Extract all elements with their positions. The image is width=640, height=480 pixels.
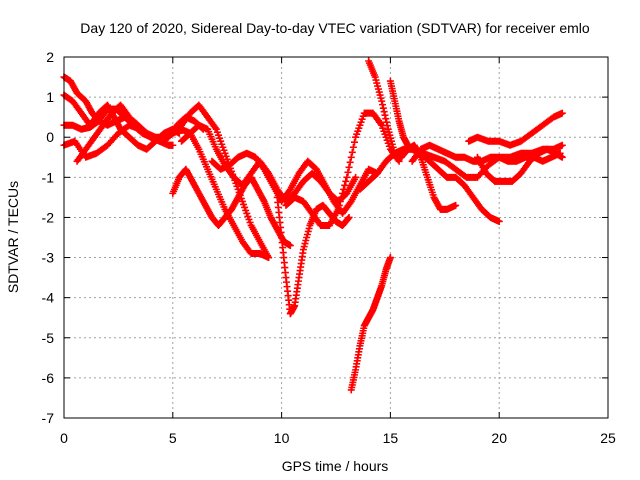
- data-point: [383, 118, 391, 126]
- y-tick-label: -5: [42, 330, 55, 346]
- series-arc-17: [408, 141, 564, 165]
- series-arc-8: [208, 149, 381, 217]
- data-point: [558, 109, 566, 117]
- data-point: [558, 153, 566, 161]
- data-point: [558, 141, 566, 149]
- data-point: [342, 177, 350, 185]
- data-point: [382, 115, 390, 123]
- data-point: [556, 149, 564, 157]
- series-arc-12: [365, 57, 460, 213]
- plot-frame: [63, 56, 609, 419]
- x-tick-label: 0: [60, 430, 68, 446]
- data-point: [344, 168, 352, 176]
- data-point: [380, 108, 388, 116]
- data-point: [352, 173, 360, 181]
- y-tick-label: -4: [42, 290, 55, 306]
- data-point: [265, 254, 273, 262]
- data-point: [339, 189, 347, 197]
- x-tick-label: 20: [491, 430, 507, 446]
- data-point: [379, 104, 387, 112]
- series-arc-5: [73, 101, 273, 262]
- data-point: [378, 97, 386, 105]
- data-point: [350, 138, 358, 146]
- data-point: [348, 148, 356, 156]
- y-axis-label: SDTVAR / TECUs: [5, 181, 21, 293]
- x-tick-label: 5: [169, 430, 177, 446]
- x-tick-label: 10: [274, 430, 290, 446]
- x-axis-label: GPS time / hours: [282, 458, 389, 474]
- y-tick-label: 1: [46, 89, 54, 105]
- y-tick-label: -6: [42, 370, 55, 386]
- y-tick-label: -7: [42, 410, 55, 426]
- data-point: [346, 158, 354, 166]
- data-point: [347, 153, 355, 161]
- data-point: [335, 201, 343, 209]
- data-point: [377, 120, 385, 128]
- data-point: [349, 143, 357, 151]
- data-point: [346, 199, 354, 207]
- data-point: [452, 201, 460, 209]
- series-arc-6: [169, 165, 294, 250]
- data-point: [169, 141, 177, 149]
- data-point: [259, 196, 267, 204]
- data-point: [381, 111, 389, 119]
- data-point: [286, 242, 294, 250]
- data-point: [259, 164, 267, 172]
- x-tick-label: 15: [383, 430, 399, 446]
- data-point: [285, 187, 293, 195]
- grid-layer: [64, 57, 608, 418]
- data-point: [386, 254, 394, 262]
- data-point: [336, 197, 344, 205]
- y-tick-label: -2: [42, 209, 55, 225]
- series-arc-10: [282, 109, 403, 229]
- data-point: [345, 213, 353, 221]
- series-arc-13: [386, 77, 503, 225]
- data-point: [211, 124, 219, 132]
- x-tick-label: 25: [600, 430, 616, 446]
- data-point: [337, 193, 345, 201]
- series-arc-11: [347, 254, 394, 394]
- data-layer: [60, 57, 566, 394]
- y-tick-label: -1: [42, 169, 55, 185]
- data-point: [340, 185, 348, 193]
- ticks-layer: 0 5 10 15 20 25 -7 -6 -5 -4 -3 -2 -1 0 1 2: [42, 49, 616, 446]
- data-point: [495, 217, 503, 225]
- chart-title: Day 120 of 2020, Sidereal Day-to-day VTE…: [80, 20, 590, 36]
- series-arc-16: [473, 145, 566, 185]
- data-point: [334, 205, 342, 213]
- series-arc-15: [465, 109, 566, 149]
- y-tick-label: -3: [42, 250, 55, 266]
- data-point: [345, 163, 353, 171]
- y-tick-label: 2: [46, 49, 54, 65]
- data-point: [379, 101, 387, 109]
- data-point: [344, 214, 352, 222]
- data-point: [383, 122, 391, 130]
- y-tick-label: 0: [46, 129, 54, 145]
- data-point: [343, 173, 351, 181]
- data-point: [341, 181, 349, 189]
